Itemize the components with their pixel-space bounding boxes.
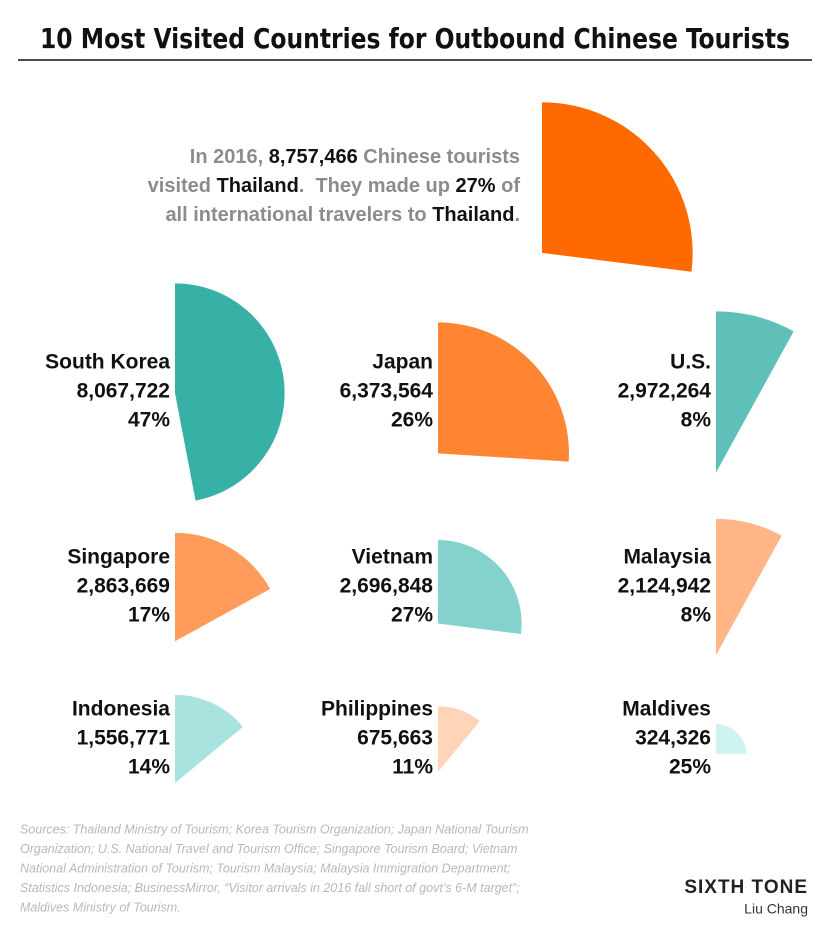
country-label: Indonesia [72, 698, 170, 721]
source-line: Statistics Indonesia; BusinessMirror, “V… [20, 881, 520, 895]
country-label: Singapore [67, 546, 170, 569]
visitor-label: 2,696,848 [340, 575, 434, 598]
annotation-highlight: 27% [456, 175, 496, 197]
visitor-label: 2,124,942 [618, 575, 711, 598]
wedge [716, 518, 782, 656]
country-label: South Korea [45, 351, 170, 374]
visitor-label: 675,663 [357, 727, 433, 750]
share-label: 11% [392, 756, 433, 779]
annotation-highlight: Thailand [432, 204, 514, 226]
country-label: Vietnam [352, 546, 433, 569]
author: Liu Chang [744, 901, 808, 917]
country-label: U.S. [670, 351, 711, 374]
source-line: National Administration of Tourism; Tour… [20, 861, 511, 875]
wedge [716, 311, 794, 473]
annotation-line: In 2016, 8,757,466 Chinese tourists [190, 146, 520, 168]
annotation-text: In 2016, [190, 146, 263, 168]
visitor-label: 6,373,564 [340, 380, 434, 403]
wedge [438, 322, 569, 462]
share-label: 47% [128, 409, 170, 432]
country-label: Malaysia [623, 546, 711, 569]
wedge [175, 283, 285, 501]
annotation-text: Chinese tourists [363, 146, 520, 168]
source-line: Organization; U.S. National Travel and T… [20, 842, 517, 856]
source-line: Maldives Ministry of Tourism. [20, 900, 181, 914]
share-label: 8% [681, 409, 712, 432]
wedge [175, 532, 271, 642]
annotation-text: visited [148, 175, 211, 197]
wedge [438, 539, 522, 635]
country-label: Philippines [321, 698, 433, 721]
annotation-line: visited Thailand. They made up 27% of [148, 175, 521, 197]
annotation-text: of [501, 175, 520, 197]
visitor-label: 2,863,669 [77, 575, 170, 598]
visitor-label: 2,972,264 [618, 380, 712, 403]
country-label: Japan [372, 351, 433, 374]
country-label: Maldives [622, 698, 711, 721]
visitor-label: 1,556,771 [77, 727, 171, 750]
annotation-highlight: 8,757,466 [269, 146, 358, 168]
brand: SIXTH TONE [684, 877, 808, 898]
share-label: 8% [681, 604, 712, 627]
chart-title: 10 Most Visited Countries for Outbound C… [40, 22, 790, 55]
share-label: 14% [128, 756, 170, 779]
annotation-text: all international travelers to [165, 204, 426, 226]
wedge [716, 723, 747, 755]
annotation-text: . They made up [299, 175, 450, 197]
share-label: 25% [669, 756, 711, 779]
annotation-line: all international travelers to Thailand. [165, 204, 520, 226]
share-label: 26% [391, 409, 433, 432]
share-label: 27% [391, 604, 433, 627]
visitor-label: 8,067,722 [77, 380, 170, 403]
visitor-label: 324,326 [635, 727, 711, 750]
annotation-highlight: Thailand [217, 175, 299, 197]
source-line: Sources: Thailand Ministry of Tourism; K… [20, 822, 529, 836]
wedge [542, 102, 693, 272]
share-label: 17% [128, 604, 170, 627]
wedge [438, 706, 480, 772]
annotation-text: . [514, 204, 520, 226]
wedge [175, 694, 243, 784]
